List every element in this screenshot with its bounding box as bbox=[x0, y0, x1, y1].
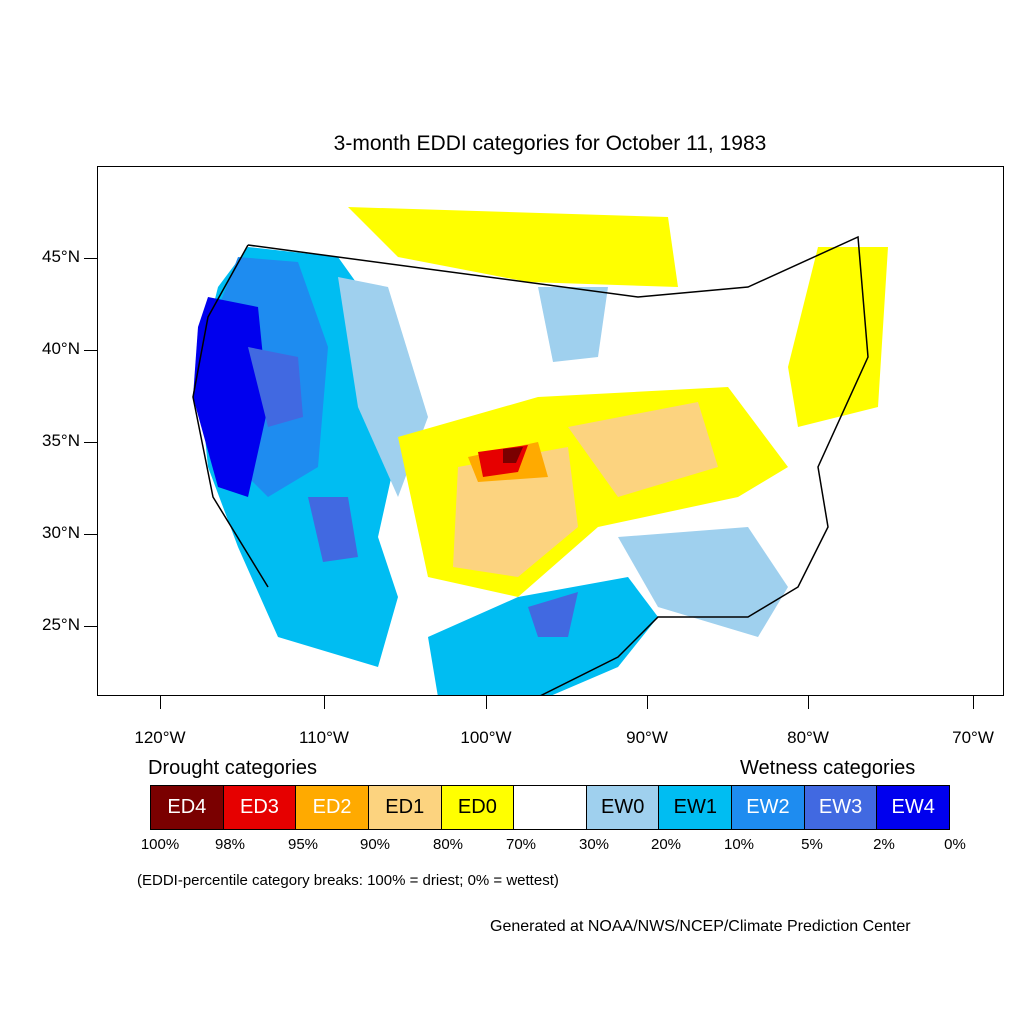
legend-cat-normal bbox=[514, 786, 587, 829]
wet-region-ew4-west bbox=[193, 297, 268, 497]
lon-label-120: 120°W bbox=[134, 728, 186, 747]
legend-cat-ed3: ED3 bbox=[223, 786, 297, 829]
lat-label-35: 35°N bbox=[42, 431, 80, 450]
break-label: 80% bbox=[432, 836, 464, 853]
lat-label-25: 25°N bbox=[42, 615, 80, 634]
map-title: 3-month EDDI categories for October 11, … bbox=[333, 132, 767, 155]
break-label: 90% bbox=[359, 836, 391, 853]
dry-region-ed0-north bbox=[348, 207, 678, 287]
lat-tick bbox=[84, 258, 97, 259]
wetness-heading: Wetness categories bbox=[740, 757, 916, 779]
category-legend-bar: ED4 ED3 ED2 ED1 ED0 EW0 EW1 EW2 EW3 EW4 bbox=[150, 785, 950, 830]
map-panel bbox=[97, 166, 1004, 696]
lat-label-30: 30°N bbox=[42, 523, 80, 542]
credit-line: Generated at NOAA/NWS/NCEP/Climate Predi… bbox=[490, 918, 911, 935]
lat-tick bbox=[84, 534, 97, 535]
us-outline bbox=[192, 235, 869, 695]
dry-region-ed4-oklahoma bbox=[503, 447, 523, 463]
break-label: 100% bbox=[140, 836, 180, 853]
eddi-map bbox=[192, 207, 888, 695]
lon-label-100: 100°W bbox=[460, 728, 512, 747]
lon-tick bbox=[486, 696, 487, 709]
lon-tick bbox=[808, 696, 809, 709]
break-label: 10% bbox=[723, 836, 755, 853]
lon-tick bbox=[647, 696, 648, 709]
legend-cat-ed1: ED1 bbox=[368, 786, 442, 829]
legend-cat-ed0: ED0 bbox=[441, 786, 515, 829]
category-note: (EDDI-percentile category breaks: 100% =… bbox=[137, 872, 559, 889]
lon-label-70: 70°W bbox=[952, 728, 994, 747]
wet-region-ew3-sw bbox=[308, 497, 358, 562]
break-label: 5% bbox=[801, 836, 823, 853]
lon-tick bbox=[160, 696, 161, 709]
lat-label-45: 45°N bbox=[42, 247, 80, 266]
break-label: 0% bbox=[944, 836, 966, 853]
lat-tick bbox=[84, 350, 97, 351]
legend-cat-ed4: ED4 bbox=[151, 786, 224, 829]
wet-region-ew0-southeast bbox=[618, 527, 788, 637]
break-label: 30% bbox=[578, 836, 610, 853]
lat-tick bbox=[84, 442, 97, 443]
lon-tick bbox=[324, 696, 325, 709]
lat-tick bbox=[84, 626, 97, 627]
wet-region-ew3-gulf bbox=[528, 592, 578, 637]
drought-heading: Drought categories bbox=[148, 757, 317, 779]
break-label: 20% bbox=[650, 836, 682, 853]
dry-region-ed0-northeast bbox=[788, 247, 888, 427]
legend-cat-ew1: EW1 bbox=[659, 786, 733, 829]
dry-region-ed1-midwest bbox=[568, 402, 718, 497]
lon-label-90: 90°W bbox=[626, 728, 668, 747]
wet-region-ew0-north bbox=[538, 287, 608, 362]
break-label: 70% bbox=[505, 836, 537, 853]
lon-label-80: 80°W bbox=[787, 728, 829, 747]
legend-cat-ew2: EW2 bbox=[732, 786, 805, 829]
break-label: 98% bbox=[214, 836, 246, 853]
break-label: 2% bbox=[873, 836, 895, 853]
lon-tick bbox=[973, 696, 974, 709]
legend-cat-ew4: EW4 bbox=[877, 786, 950, 829]
lat-label-40: 40°N bbox=[42, 339, 80, 358]
legend-cat-ew3: EW3 bbox=[804, 786, 878, 829]
legend-cat-ew0: EW0 bbox=[586, 786, 660, 829]
wet-region-ew3-west bbox=[248, 347, 303, 427]
legend-cat-ed2: ED2 bbox=[296, 786, 369, 829]
break-label: 95% bbox=[287, 836, 319, 853]
lon-label-110: 110°W bbox=[299, 728, 349, 747]
